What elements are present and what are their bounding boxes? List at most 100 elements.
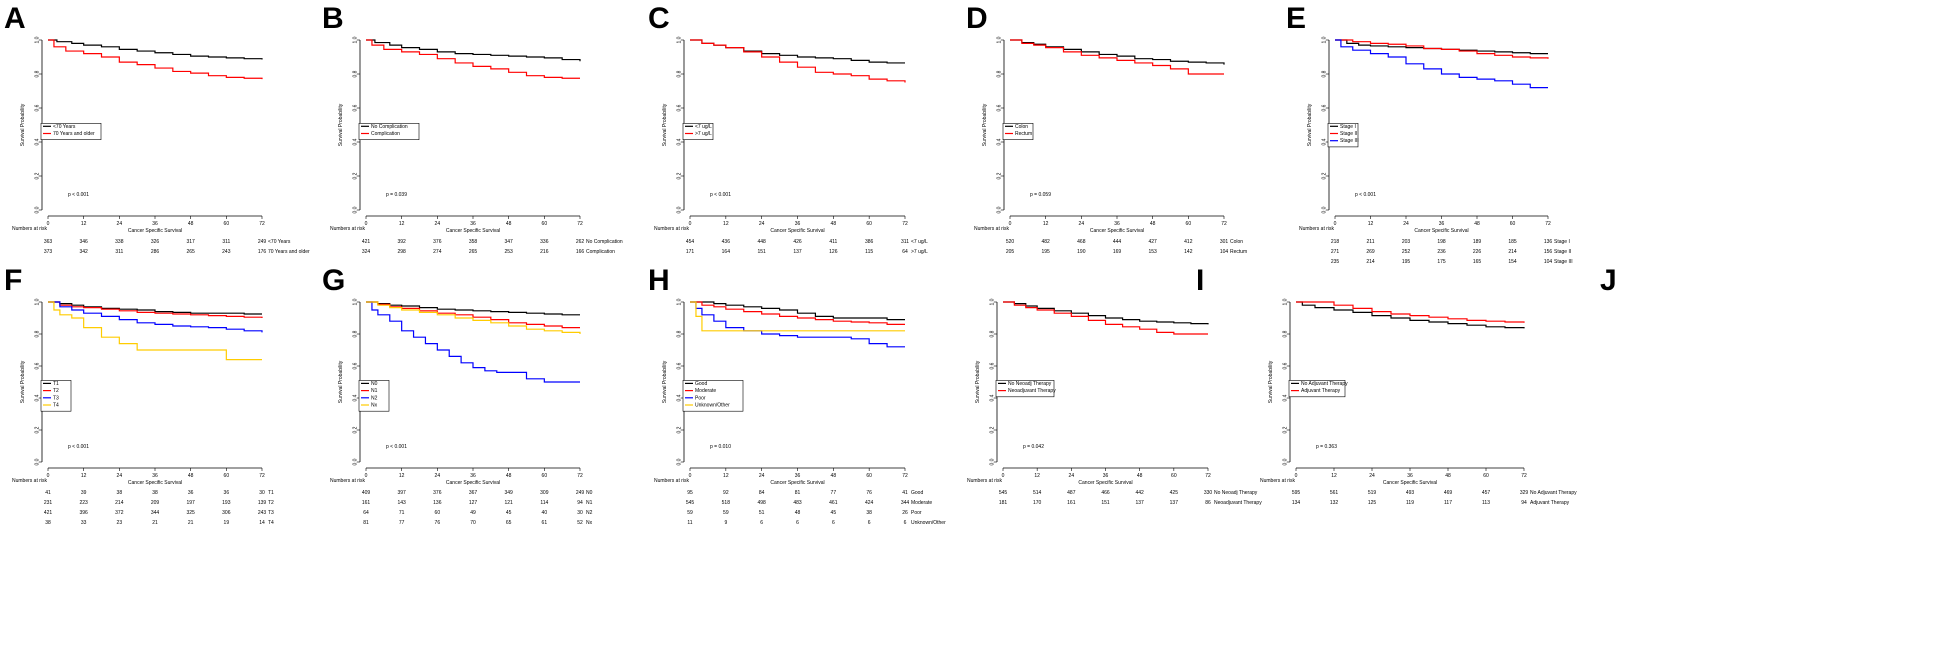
km-curve--7-ug-l — [690, 39, 905, 64]
y-tick-label: 1.0 — [677, 298, 683, 305]
x-tick-label: 0 — [365, 473, 368, 479]
y-tick-label: 0.6 — [1322, 104, 1328, 111]
y-tick-label: 0.8 — [997, 70, 1003, 77]
x-tick-label: 60 — [1186, 221, 1192, 227]
y-tick-label: 0.6 — [997, 104, 1003, 111]
risk-count: 286 — [151, 249, 160, 255]
risk-count: 190 — [1077, 249, 1086, 255]
risk-count: 19 — [224, 520, 230, 526]
y-tick-label: 0.4 — [353, 138, 359, 145]
x-tick-label: 36 — [1439, 221, 1445, 227]
risk-count: 216 — [540, 249, 549, 255]
risk-count: 77 — [831, 490, 837, 496]
risk-count: 121 — [504, 500, 513, 506]
risk-count: 6 — [832, 520, 835, 526]
risk-title: Numbers at risk — [974, 226, 1010, 232]
risk-row-label: Stage III — [1554, 259, 1573, 265]
panel-letter: D — [966, 2, 988, 35]
risk-title: Numbers at risk — [12, 478, 48, 484]
x-tick-label: 36 — [795, 473, 801, 479]
risk-row-label: Complication — [586, 249, 615, 255]
y-axis-label: Survival Probability — [20, 103, 26, 146]
x-tick-label: 60 — [866, 473, 872, 479]
risk-count: 298 — [397, 249, 406, 255]
risk-row-label: <7 ug/L — [911, 239, 928, 245]
risk-count: 231 — [44, 500, 53, 506]
km-curve-n2 — [366, 301, 580, 383]
y-tick-label: 1.0 — [997, 36, 1003, 43]
risk-count: 482 — [1041, 239, 1050, 245]
risk-count: 468 — [1077, 239, 1086, 245]
risk-count: 214 — [1366, 259, 1375, 265]
risk-count: 86 — [1205, 500, 1211, 506]
risk-count: 14 — [259, 520, 265, 526]
risk-count: 137 — [1170, 500, 1179, 506]
risk-count: 249 — [258, 239, 267, 245]
risk-count: 392 — [397, 239, 406, 245]
risk-count: 457 — [1482, 490, 1491, 496]
y-tick-label: 1.0 — [1283, 298, 1289, 305]
y-tick-label: 0.4 — [990, 394, 996, 401]
x-tick-label: 12 — [723, 221, 729, 227]
risk-count: 169 — [1113, 249, 1122, 255]
km-curve-adjuvant-therapy — [1296, 301, 1525, 323]
y-tick-label: 0.0 — [997, 206, 1003, 213]
legend-box — [1002, 123, 1034, 141]
x-axis-label: Cancer Specific Survival — [128, 480, 182, 486]
risk-row-label: No Complication — [586, 239, 623, 245]
y-axis-label: Survival Probability — [662, 360, 668, 403]
km-curve-n1 — [366, 301, 580, 329]
x-tick-label: 24 — [117, 473, 123, 479]
km-curve-stage-iii — [1335, 39, 1548, 89]
risk-count: 198 — [1437, 239, 1446, 245]
risk-count: 76 — [866, 490, 872, 496]
x-tick-label: 72 — [1221, 221, 1227, 227]
risk-count: 38 — [117, 490, 123, 496]
risk-count: 243 — [222, 249, 231, 255]
x-tick-label: 12 — [1034, 473, 1040, 479]
legend-label: No Adjuvant Therapy — [1301, 381, 1348, 387]
risk-count: 81 — [795, 490, 801, 496]
x-tick-label: 0 — [689, 221, 692, 227]
km-curve-70-years-and-older — [48, 39, 263, 80]
x-tick-label: 72 — [1205, 473, 1211, 479]
risk-count: 92 — [723, 490, 729, 496]
y-tick-label: 1.0 — [35, 36, 41, 43]
risk-count: 411 — [829, 239, 837, 245]
risk-count: 349 — [504, 490, 513, 496]
risk-count: 95 — [687, 490, 693, 496]
x-tick-label: 60 — [866, 221, 872, 227]
risk-count: 373 — [44, 249, 53, 255]
x-tick-label: 12 — [81, 221, 87, 227]
risk-count: 76 — [435, 520, 441, 526]
y-axis-label: Survival Probability — [1307, 103, 1313, 146]
y-tick-label: 0.2 — [677, 172, 683, 179]
risk-count: 61 — [542, 520, 548, 526]
risk-count: 363 — [44, 239, 53, 245]
x-tick-label: 60 — [542, 473, 548, 479]
risk-count: 376 — [433, 239, 442, 245]
risk-title: Numbers at risk — [967, 478, 1003, 484]
km-curve-neoadjuvant-therapy — [1003, 301, 1208, 335]
y-tick-label: 0.4 — [677, 394, 683, 401]
y-tick-label: 0.0 — [353, 206, 359, 213]
risk-count: 9 — [724, 520, 727, 526]
risk-count: 469 — [1444, 490, 1453, 496]
x-tick-label: 48 — [1150, 221, 1156, 227]
km-curve-rectum — [1010, 39, 1224, 75]
x-tick-label: 48 — [188, 221, 194, 227]
x-tick-label: 60 — [542, 221, 548, 227]
risk-row-label: No Neoadj Therapy — [1214, 490, 1258, 496]
risk-count: 249 — [576, 490, 585, 496]
risk-row-label: Nx — [586, 520, 593, 526]
risk-count: 171 — [686, 249, 695, 255]
y-tick-label: 1.0 — [990, 298, 996, 305]
legend-label: Neoadjuvant Therapy — [1008, 388, 1056, 394]
x-tick-label: 24 — [117, 221, 123, 227]
y-tick-label: 0.2 — [990, 426, 996, 433]
km-curve-t4 — [48, 301, 262, 361]
risk-count: 185 — [1508, 239, 1517, 245]
risk-count: 444 — [1113, 239, 1122, 245]
risk-count: 442 — [1135, 490, 1144, 496]
